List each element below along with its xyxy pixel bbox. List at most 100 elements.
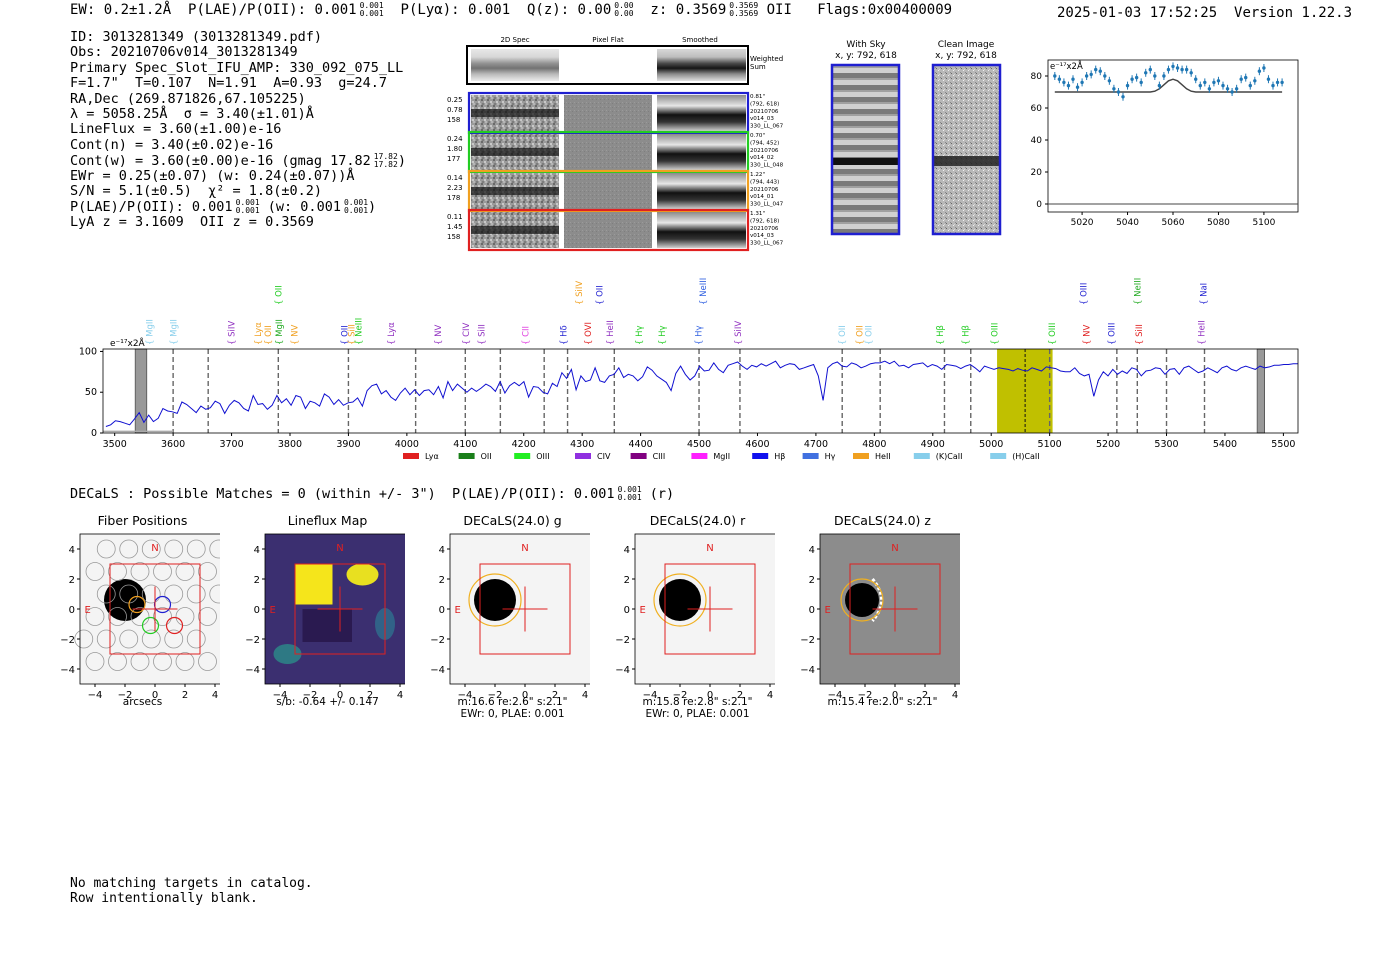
zoom-ytick-label: 40: [1031, 136, 1043, 146]
info-contw-row: Cont(w) = 3.60(±0.00)e-16 (gmag 17.82 17.…: [70, 152, 406, 170]
panel-caption: m:15.4 re:2.0" s:2.1": [827, 696, 938, 708]
legend-label: OIII: [536, 452, 549, 461]
panel-caption: m:15.8 re:2.8" s:2.1": [642, 696, 753, 708]
line-label: { Hγ: [635, 325, 645, 345]
legend-swatch: [630, 453, 647, 459]
row-1-smoothed: [657, 134, 746, 170]
line-label-text: { Hγ: [658, 325, 668, 345]
panel-g: DECaLS(24.0) g N E −4 −4 −2 −2 0 0 2 2 4 4 m:16.6 re:…: [425, 510, 590, 725]
spec-xtick-label: 4400: [629, 439, 653, 450]
zoom-point: [1121, 95, 1125, 99]
zoom-ytick-label: 0: [1036, 200, 1042, 210]
line-label-text: { OIII: [991, 323, 1001, 345]
panel-ytick-label: −4: [430, 665, 445, 676]
info-lineflux: LineFlux = 3.60(±1.00)e-16: [70, 121, 282, 138]
panel-xtick-label: 4: [952, 690, 958, 701]
zoom-point: [1144, 71, 1148, 75]
spec-ytick-label: 0: [91, 428, 97, 439]
row-0-stat-1: 0.78: [447, 106, 463, 114]
decals-sub: 0.001: [617, 493, 642, 502]
fiber-circle: [164, 584, 184, 604]
legend-label: (K)CaII: [936, 452, 963, 461]
zoom-point: [1166, 67, 1171, 72]
panel-xtick-label: −2: [488, 690, 503, 701]
zoom-point: [1062, 80, 1066, 85]
zoom-point: [1071, 77, 1075, 81]
fiber-circle: [175, 652, 195, 671]
info-plae: P(LAE)/P(OII): 0.001: [70, 199, 233, 216]
zoom-point: [1189, 71, 1193, 75]
north-label: N: [706, 543, 713, 554]
spec-ytick-label: 50: [85, 387, 97, 398]
panel-xtick-label: 0: [522, 690, 528, 701]
panel-xtick-label: −4: [458, 690, 473, 701]
row-1-meta-0: 0.70": [750, 133, 765, 139]
row-3-frame: [467, 208, 750, 252]
zoom-point: [1221, 83, 1225, 88]
source-blob: [659, 579, 701, 621]
weighted-sum-smoothed: [657, 49, 746, 81]
fiber-circle: [130, 607, 150, 626]
fiber-circle: [175, 562, 195, 581]
legend-label: HeII: [875, 452, 891, 461]
line-label-text: { MgII: [275, 319, 285, 345]
row-3-stat-0: 0.11: [447, 213, 463, 221]
zoom-point: [1175, 66, 1180, 70]
line-label-upper-text: { OII: [596, 285, 606, 305]
row-3-trace: [471, 226, 559, 234]
line-label: { OII: [838, 325, 848, 345]
row-1-meta-4: 330_LL_048: [750, 163, 784, 169]
line-label-upper: { NaI: [1199, 283, 1209, 305]
panel-caption: EWr: 0, PLAE: 0.001: [460, 708, 565, 720]
panel-ytick-label: −4: [60, 665, 75, 676]
panel-ytick-label: 2: [624, 575, 630, 586]
panel-xtick-label: 2: [552, 690, 558, 701]
panel-image-svg: N E −4 −4 −2 −2 0 0 2 2 4 4: [800, 533, 960, 701]
line-label-text: { Hγ: [694, 325, 704, 345]
zoom-point: [1057, 77, 1062, 81]
aperture-circle: [840, 578, 884, 622]
info-radec: RA,Dec (269.871826,67.105225): [70, 90, 306, 107]
fiber-circle: [209, 584, 220, 604]
info-plae-sup: 0.001: [235, 198, 260, 208]
clean-title: Clean Image: [938, 40, 995, 50]
line-label-text: { NV: [291, 325, 301, 345]
panel-ytick-label: 0: [624, 605, 630, 616]
row-2-pixelflat: [564, 173, 652, 209]
panel-ytick-label: −2: [245, 635, 260, 646]
panel-z: DECaLS(24.0) z N E −4 −4 −2 −2 0 0 2 2 4 4 m:15.4 re:…: [795, 510, 960, 725]
cutout-grid-svg: 2D Spec Pixel Flat Smoothed Weighted Sum …: [447, 36, 784, 252]
panel-fiber: Fiber Positions N E −4 −4 −2 −2 0 0 2 2 4 4 arcsecs: [55, 510, 220, 725]
with-sky-title: With Sky: [846, 40, 886, 50]
zoom-point: [1075, 85, 1080, 89]
plae-value: P(LAE)/P(OII): 0.001: [188, 2, 357, 18]
line-label-text: { OII: [838, 325, 848, 345]
legend-swatch: [575, 453, 591, 459]
zoom-point: [1107, 79, 1112, 83]
line-label: { NeIII: [354, 318, 364, 345]
info-contn: Cont(n) = 3.40(±0.02)e-16: [70, 136, 274, 153]
zoom-point: [1184, 67, 1189, 72]
plae-sub: 0.001: [359, 9, 384, 18]
fiber-circle: [164, 629, 184, 649]
line-label-upper-text: { OII: [274, 285, 284, 305]
spec-xtick-label: 3900: [336, 439, 360, 450]
panel-xtick-label: 2: [737, 690, 743, 701]
sky-clean-panels: With Sky x, y: 792, 618 Clean Image x, y…: [826, 37, 1006, 242]
panel-xtick-label: −2: [673, 690, 688, 701]
qz-value: Q(z): 0.00: [526, 2, 612, 18]
clean-frame: [931, 63, 1002, 236]
panel-xtick-label: 0: [707, 690, 713, 701]
with-sky-line: [832, 158, 899, 165]
line-label: { Hγ: [694, 325, 704, 345]
spectrum-frame: [102, 348, 1299, 434]
row-0-meta-3: v014_03: [750, 116, 774, 122]
info-lambda: λ = 5058.25Å σ = 3.40(±1.01)Å: [70, 105, 314, 122]
row-3-meta-2: 20210706: [750, 226, 779, 232]
line-label: { Hγ: [658, 325, 668, 345]
panel-xtick-label: 4: [397, 690, 403, 701]
panel-ytick-label: 0: [439, 605, 445, 616]
row-0-meta-2: 20210706: [750, 109, 779, 115]
line-label: { Hδ: [559, 325, 569, 345]
line-label-upper-text: { NaI: [1199, 283, 1209, 305]
